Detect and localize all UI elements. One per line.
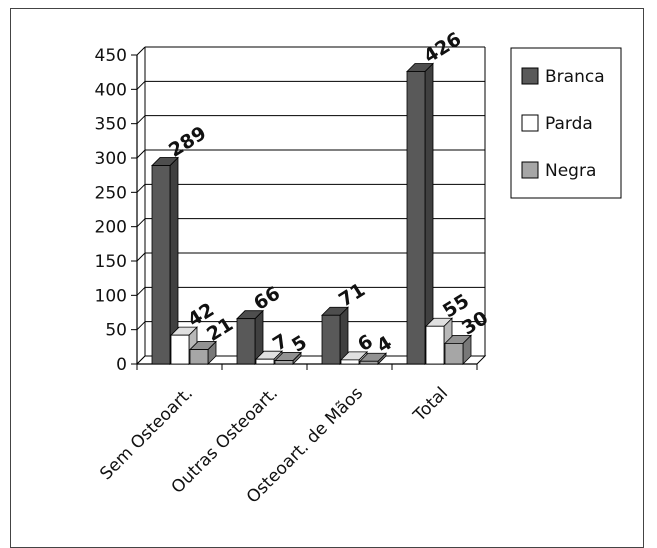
gridline-side-150 [136, 252, 146, 262]
data-label-branca-2: 71 [335, 279, 369, 312]
bar-negra-1 [274, 351, 302, 365]
bar-front [340, 359, 360, 365]
bar-front [189, 349, 209, 365]
bar-front [236, 318, 256, 365]
gridline-side-200 [136, 218, 146, 228]
y-tick-label-400: 400 [95, 80, 127, 100]
legend-swatch-negra [521, 161, 539, 179]
legend-label-negra: Negra [545, 161, 596, 181]
bar-negra-2 [359, 352, 387, 365]
y-tick-label-0: 0 [116, 355, 127, 375]
bar-front [425, 325, 445, 365]
gridline-side-300 [136, 149, 146, 159]
y-tick-label-50: 50 [105, 321, 127, 341]
y-tick-label-350: 350 [95, 115, 127, 135]
bar-front [359, 360, 379, 365]
bar-negra-3 [444, 334, 472, 365]
gridline-side-450 [136, 46, 146, 56]
gridline-side-400 [136, 80, 146, 90]
legend-label-parda: Parda [545, 114, 593, 134]
y-tick-label-450: 450 [95, 46, 127, 66]
data-label-branca-3: 426 [420, 28, 465, 68]
y-tick-label-100: 100 [95, 286, 127, 306]
data-label-branca-0: 289 [165, 122, 210, 162]
bar-front [406, 71, 426, 365]
legend-swatch-parda [521, 114, 539, 132]
gridline-side-100 [136, 286, 146, 296]
bar-branca-2 [321, 306, 349, 365]
bar-front [151, 165, 171, 365]
bar-front [274, 360, 294, 365]
bar-negra-0 [189, 340, 217, 365]
legend-label-branca: Branca [545, 67, 605, 87]
bar-branca-1 [236, 309, 264, 365]
bar-side [424, 62, 434, 365]
gridline-side-350 [136, 115, 146, 125]
y-tick-label-250: 250 [95, 183, 127, 203]
bar-front [321, 314, 341, 365]
bar-branca-0 [151, 156, 179, 365]
gridline-side-250 [136, 183, 146, 193]
bar-front [255, 358, 275, 365]
bar-front [170, 334, 190, 365]
legend-swatch-branca [521, 67, 539, 85]
gridline-side-50 [136, 321, 146, 331]
bar-branca-3 [406, 62, 434, 365]
y-tick-label-150: 150 [95, 252, 127, 272]
y-tick-label-200: 200 [95, 218, 127, 238]
bar-front [444, 342, 464, 365]
legend: Branca Parda Negra [510, 47, 622, 199]
y-tick-label-300: 300 [95, 149, 127, 169]
x-tick-label-3: Total [409, 383, 452, 426]
